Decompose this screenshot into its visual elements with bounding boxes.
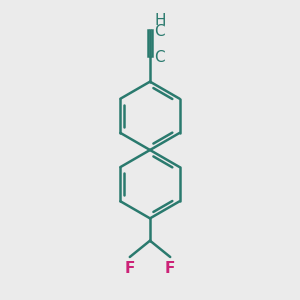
- Text: H: H: [154, 13, 166, 28]
- Text: F: F: [165, 262, 175, 277]
- Text: F: F: [124, 262, 135, 277]
- Text: C: C: [154, 50, 165, 65]
- Text: C: C: [154, 24, 165, 39]
